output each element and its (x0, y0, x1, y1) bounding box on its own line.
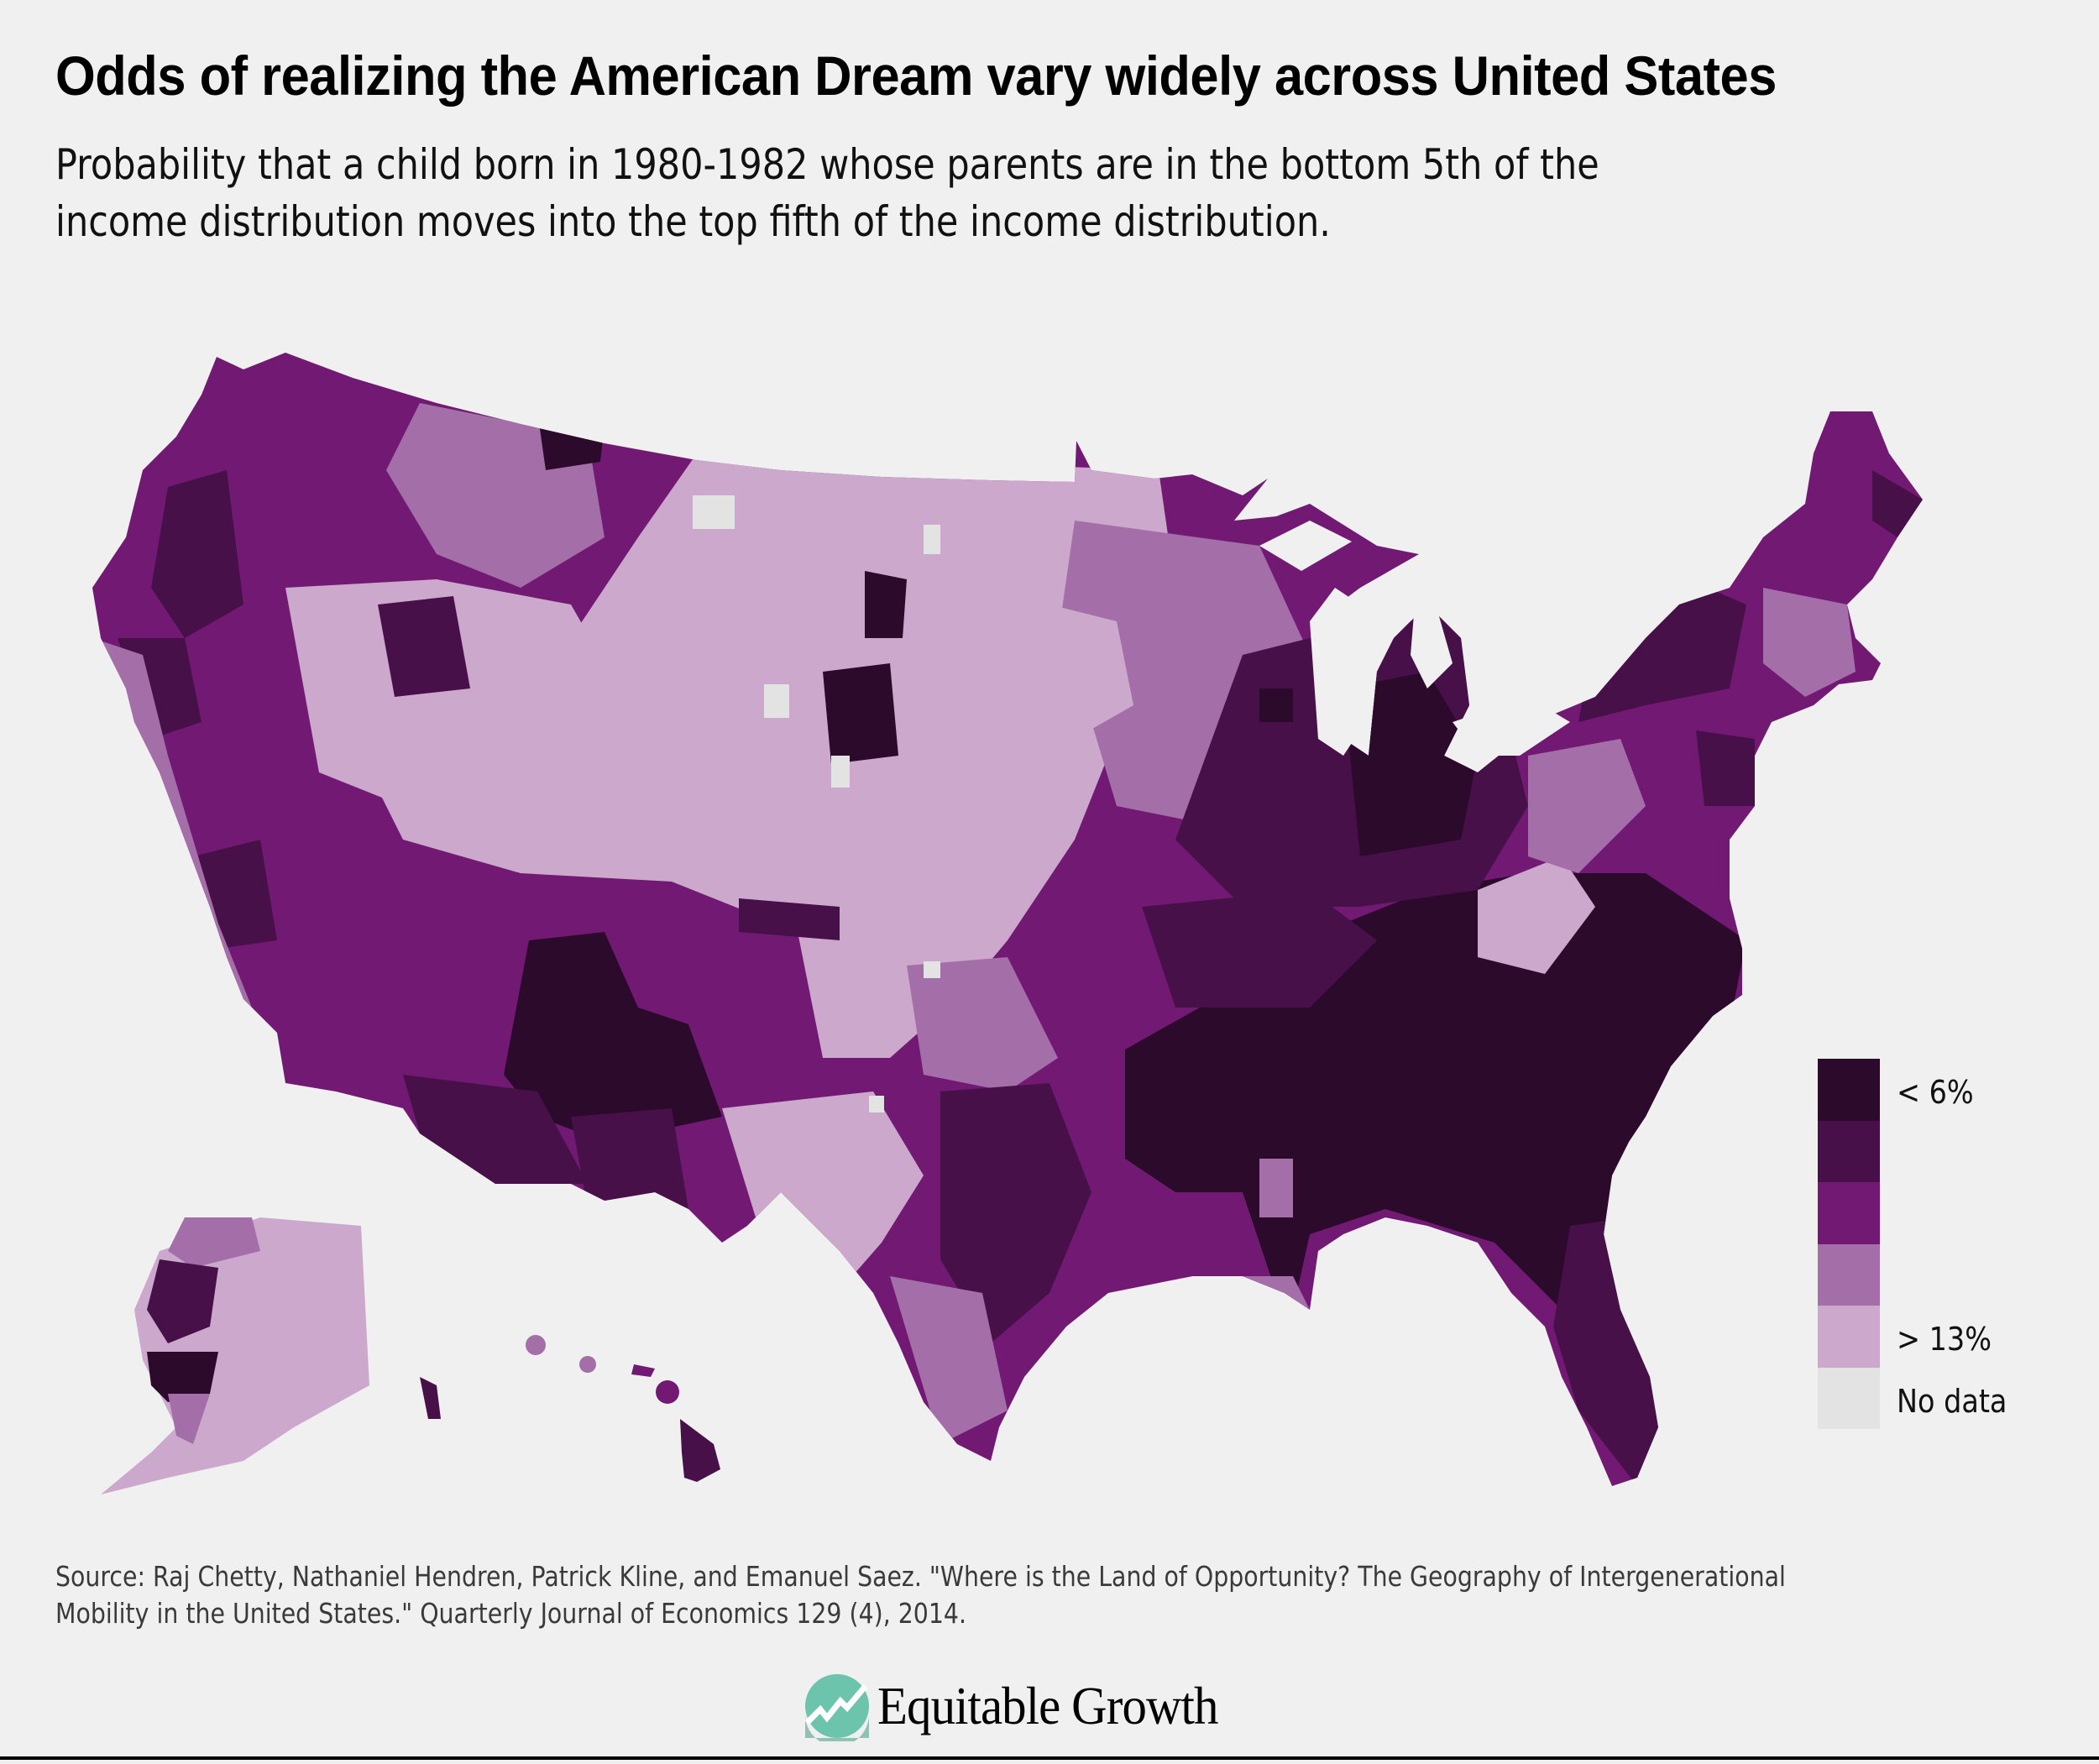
rising-line-circle-icon (804, 1674, 869, 1741)
equitable-growth-logo: Equitable Growth (802, 1671, 1248, 1741)
legend-swatch (1818, 1306, 1880, 1368)
legend-item-no-data: No data (1818, 1367, 2007, 1429)
legend: < 6% > 13% No data (1818, 1059, 2007, 1429)
hawaii (526, 1335, 720, 1482)
legend-item-bin3 (1818, 1182, 1880, 1244)
legend-swatch (1818, 1120, 1880, 1182)
legend-item-gt13: > 13% (1818, 1306, 1992, 1368)
logo-text: Equitable Growth (877, 1676, 1218, 1735)
legend-label: > 13% (1897, 1321, 1992, 1358)
legend-item-bin4 (1818, 1243, 1880, 1306)
chart-title: Odds of realizing the American Dream var… (55, 44, 1777, 107)
legend-item-bin2 (1818, 1120, 1880, 1182)
great-lakes (1259, 521, 1570, 756)
legend-swatch (1818, 1059, 1880, 1121)
chart-subtitle: Probability that a child born in 1980-19… (55, 140, 1599, 246)
legend-swatch (1818, 1367, 1880, 1429)
legend-label: No data (1897, 1383, 2007, 1420)
bottom-border (0, 1756, 2099, 1760)
legend-swatch (1818, 1182, 1880, 1244)
alaska (101, 1217, 441, 1494)
legend-label: < 6% (1897, 1074, 1974, 1111)
legend-item-lt6: < 6% (1818, 1059, 1974, 1121)
legend-swatch (1818, 1243, 1880, 1306)
source-note: Source: Raj Chetty, Nathaniel Hendren, P… (55, 1560, 1786, 1630)
